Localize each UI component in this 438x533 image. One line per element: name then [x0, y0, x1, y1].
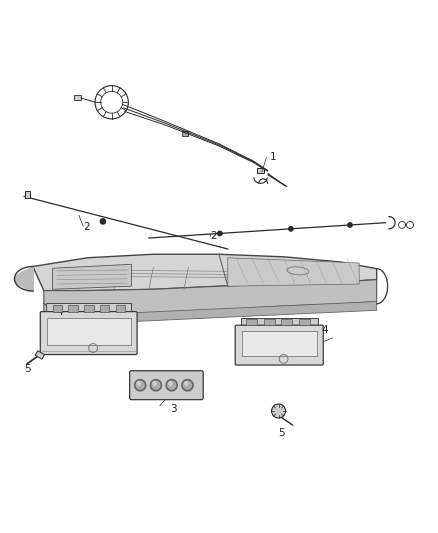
Bar [246, 319, 257, 325]
Circle shape [289, 227, 293, 231]
Circle shape [100, 219, 106, 224]
Text: 5: 5 [24, 365, 31, 374]
Circle shape [272, 404, 286, 418]
FancyBboxPatch shape [40, 312, 137, 354]
Circle shape [150, 379, 162, 391]
Circle shape [137, 382, 141, 385]
FancyBboxPatch shape [130, 371, 203, 400]
Circle shape [152, 381, 160, 389]
Circle shape [153, 382, 156, 385]
Polygon shape [44, 280, 377, 317]
Polygon shape [228, 258, 359, 286]
Circle shape [348, 223, 352, 227]
Bar [281, 319, 292, 325]
Text: 2: 2 [210, 231, 217, 241]
Bar [257, 167, 264, 173]
Bar [35, 351, 45, 359]
Polygon shape [53, 264, 131, 289]
Circle shape [168, 381, 176, 389]
Text: 3: 3 [170, 404, 177, 414]
Polygon shape [46, 303, 131, 313]
FancyBboxPatch shape [235, 325, 323, 365]
Text: 1: 1 [269, 152, 276, 162]
Bar [53, 304, 62, 312]
Bar [242, 331, 317, 356]
Bar [100, 304, 110, 312]
Circle shape [182, 379, 193, 391]
Polygon shape [44, 302, 377, 326]
Text: 5: 5 [278, 428, 285, 438]
Bar [68, 304, 78, 312]
Text: 4: 4 [322, 325, 328, 335]
Circle shape [136, 381, 144, 389]
Bar [299, 319, 310, 325]
Bar [74, 95, 81, 100]
Text: 2: 2 [83, 222, 90, 232]
Circle shape [184, 381, 191, 389]
Bar [182, 131, 188, 136]
Circle shape [218, 231, 222, 236]
Circle shape [134, 379, 146, 391]
Bar [47, 318, 131, 345]
Circle shape [166, 379, 177, 391]
Bar [25, 191, 30, 198]
Circle shape [184, 382, 188, 385]
Circle shape [169, 382, 172, 385]
Polygon shape [241, 318, 318, 327]
Bar [84, 304, 94, 312]
Text: 4: 4 [57, 308, 64, 318]
Polygon shape [33, 254, 377, 290]
Bar [116, 304, 125, 312]
Bar [264, 319, 275, 325]
